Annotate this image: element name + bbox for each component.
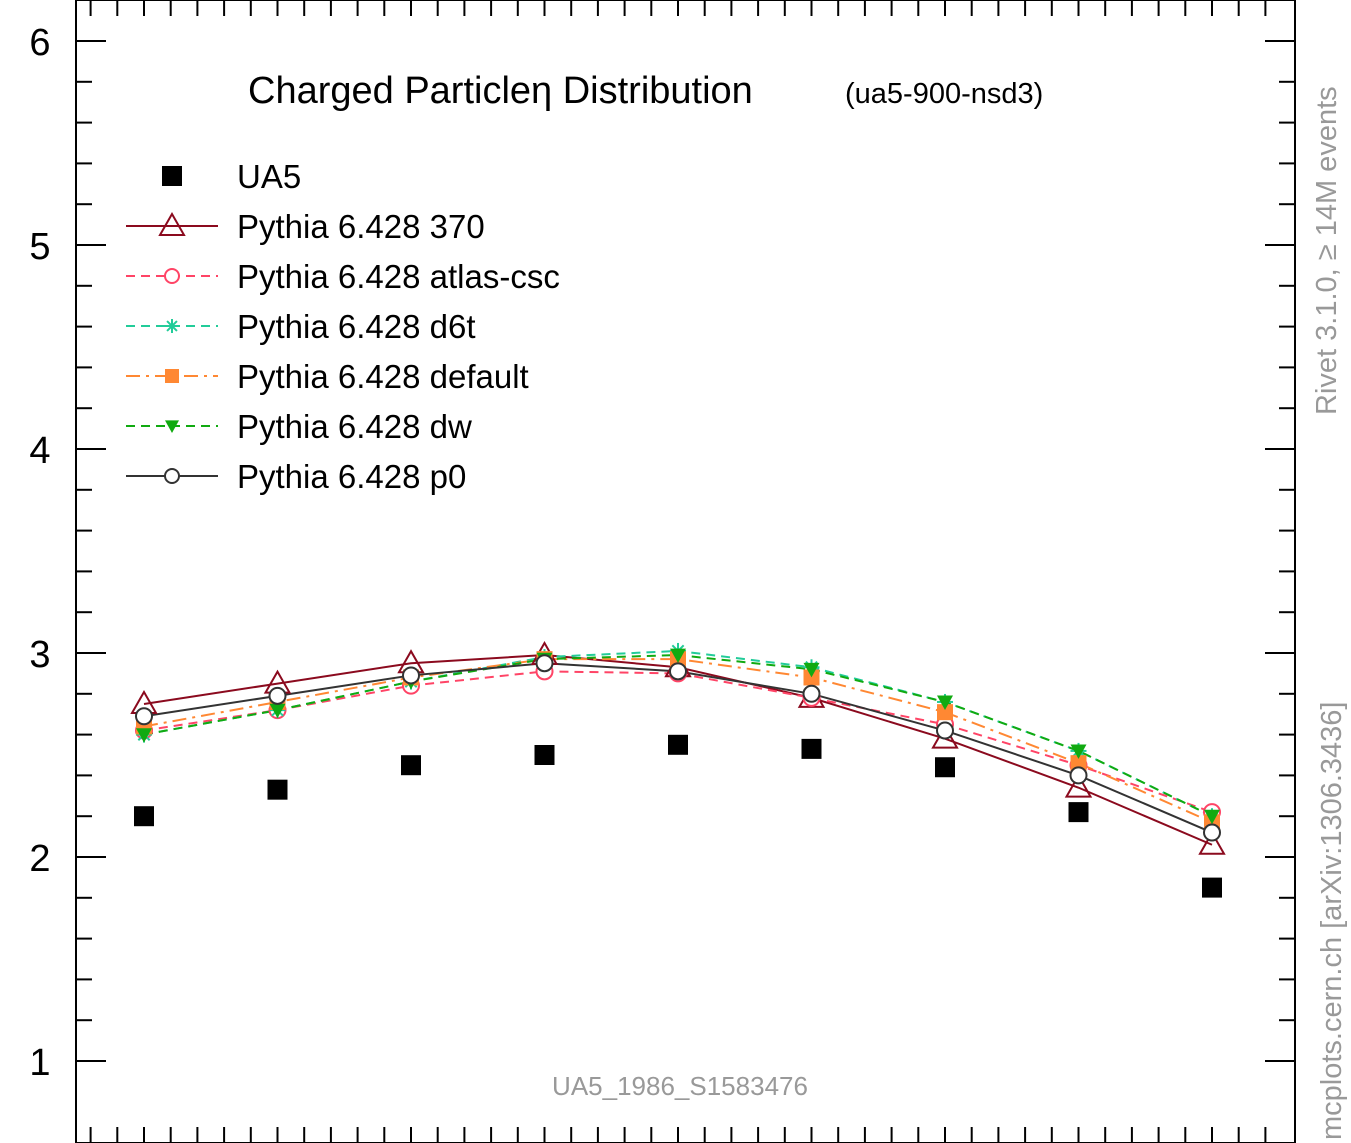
legend-label: Pythia 6.428 dw — [237, 408, 472, 445]
legend-label: Pythia 6.428 d6t — [237, 308, 476, 345]
data-point-pythia-6-428-p0 — [669, 662, 687, 681]
legend-marker-swatch — [164, 268, 180, 284]
data-point-pythia-6-428-dw — [1204, 809, 1220, 825]
axis-ticks — [76, 0, 1295, 1143]
data-point-pythia-6-428-p0 — [268, 686, 287, 705]
chart-title: Charged Particleη Distribution — [248, 70, 753, 112]
y-tick-labels: 1 2 3 4 5 6 — [29, 22, 50, 1084]
data-point-ua5 — [134, 806, 154, 827]
data-point-pythia-6-428-370 — [1198, 830, 1226, 855]
data-point-pythia-6-428-p0 — [535, 654, 554, 673]
data-point-pythia-6-428-dw — [1070, 744, 1087, 759]
data-point-pythia-6-428-p0 — [1069, 766, 1088, 785]
data-point-pythia-6-428-default — [937, 704, 953, 721]
data-point-ua5 — [401, 755, 421, 776]
data-point-pythia-6-428-p0 — [135, 707, 153, 726]
data-point-ua5 — [668, 734, 688, 755]
legend-label: UA5 — [237, 158, 301, 195]
data-point-pythia-6-428-370 — [1064, 773, 1093, 798]
legend-label: Pythia 6.428 default — [237, 358, 529, 395]
y-tick-label: 6 — [29, 22, 50, 64]
series-line-pythia-6-428-default — [143, 658, 1213, 824]
series-markers — [130, 641, 1226, 898]
series-line-pythia-6-428-atlas-csc — [143, 670, 1213, 814]
data-point-pythia-6-428-dw — [937, 695, 953, 710]
legend-marker-swatch — [158, 211, 186, 236]
data-point-pythia-6-428-p0 — [1203, 823, 1221, 842]
data-point-ua5 — [801, 738, 822, 759]
y-tick-label: 1 — [29, 1042, 50, 1084]
legend-marker-swatch — [165, 420, 179, 433]
legend-label: Pythia 6.428 370 — [237, 208, 485, 245]
data-point-pythia-6-428-dw — [803, 662, 820, 678]
legend-marker-swatch — [162, 166, 182, 186]
data-point-ua5 — [534, 745, 555, 765]
y-tick-label: 4 — [29, 430, 50, 472]
legend-marker-swatch — [164, 468, 180, 484]
data-point-pythia-6-428-p0 — [802, 684, 821, 703]
rivet-version-label: Rivet 3.1.0, ≥ 14M events — [1311, 86, 1343, 415]
y-tick-label: 3 — [29, 634, 50, 676]
data-point-ua5 — [267, 779, 288, 800]
analysis-id-label: UA5_1986_S1583476 — [552, 1071, 808, 1101]
legend-item-pythia-6-428-p0: Pythia 6.428 p0 — [126, 458, 466, 495]
data-point-pythia-6-428-dw — [670, 648, 686, 664]
data-point-pythia-6-428-p0 — [402, 666, 420, 685]
legend-item-pythia-6-428-default: Pythia 6.428 default — [126, 358, 529, 395]
legend-label: Pythia 6.428 atlas-csc — [237, 258, 560, 295]
y-tick-label: 5 — [29, 226, 50, 268]
data-point-pythia-6-428-default — [1070, 755, 1087, 772]
data-point-ua5 — [1068, 802, 1089, 823]
data-point-pythia-6-428-p0 — [936, 721, 954, 740]
data-point-ua5 — [935, 757, 955, 778]
legend-item-pythia-6-428-d6t: Pythia 6.428 d6t — [126, 308, 476, 345]
legend-item-pythia-6-428-atlas-csc: Pythia 6.428 atlas-csc — [126, 258, 560, 295]
legend-marker-swatch — [165, 319, 179, 333]
mcplots-citation-label: mcplots.cern.ch [arXiv:1306.3436] — [1316, 702, 1348, 1140]
legend-label: Pythia 6.428 p0 — [237, 458, 466, 495]
chart-subtitle: (ua5-900-nsd3) — [845, 78, 1043, 110]
legend-item-pythia-6-428-dw: Pythia 6.428 dw — [126, 408, 472, 445]
data-point-pythia-6-428-dw — [269, 703, 286, 719]
y-tick-label: 2 — [29, 838, 50, 880]
data-point-ua5 — [1202, 877, 1222, 898]
legend-item-pythia-6-428-370: Pythia 6.428 370 — [126, 208, 485, 245]
legend-item-ua5: UA5 — [162, 158, 301, 195]
legend: UA5 Pythia 6.428 370 Pythia 6.428 atlas-cs… — [126, 158, 560, 495]
data-point-pythia-6-428-default — [803, 669, 820, 686]
legend-marker-swatch — [165, 369, 179, 383]
data-point-pythia-6-428-dw — [136, 728, 152, 743]
